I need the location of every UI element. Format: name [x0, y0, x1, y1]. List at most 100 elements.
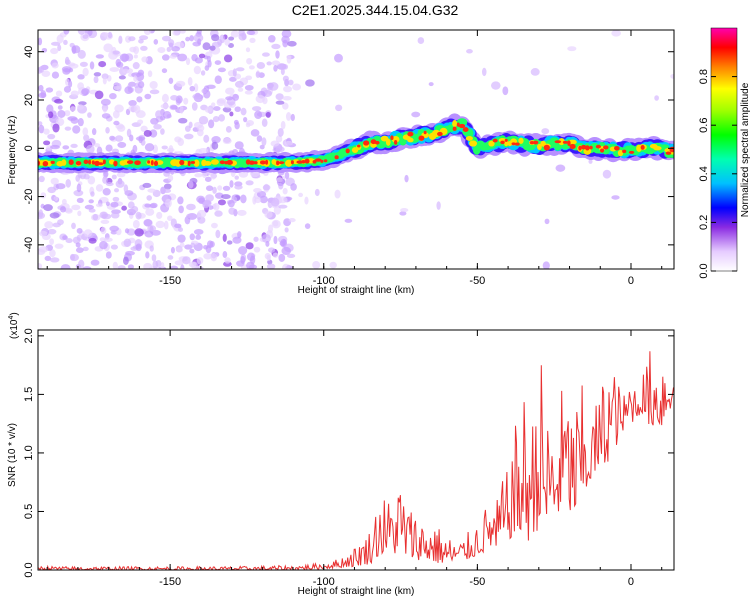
noise-speck	[588, 159, 593, 164]
noise-speck	[261, 233, 271, 243]
noise-speck	[119, 53, 130, 62]
noise-speck	[284, 227, 289, 233]
noise-speck	[53, 196, 59, 201]
noise-speck	[78, 259, 85, 269]
noise-speck	[138, 35, 149, 41]
noise-speck	[282, 64, 289, 70]
noise-speck	[245, 47, 251, 53]
noise-speck	[147, 225, 157, 233]
noise-speck	[144, 230, 154, 238]
noise-speck	[72, 236, 81, 244]
spectrogram-x-tick-label: -100	[313, 275, 335, 287]
noise-speck	[555, 164, 566, 172]
noise-speck	[248, 264, 258, 269]
noise-speck	[218, 114, 225, 122]
noise-speck	[214, 75, 222, 84]
noise-speck	[244, 90, 253, 95]
ridge-blob	[211, 159, 219, 165]
ridge-blob	[276, 160, 280, 166]
noise-speck	[40, 192, 47, 199]
noise-speck	[123, 256, 129, 265]
ridge-blob	[617, 149, 624, 157]
snr-x-label: Height of straight line (km)	[298, 586, 415, 597]
colorbar-tick-label: 0.2	[698, 215, 710, 230]
noise-speck	[129, 134, 134, 142]
noise-speck	[82, 67, 89, 77]
noise-speck	[182, 256, 191, 265]
noise-speck	[117, 141, 127, 149]
noise-speck	[82, 246, 89, 252]
noise-speck	[163, 183, 172, 190]
noise-speck	[153, 123, 162, 130]
noise-speck	[123, 238, 132, 248]
noise-speck	[75, 247, 84, 254]
noise-speck	[210, 253, 218, 262]
snr-plot-area	[38, 330, 674, 570]
noise-speck	[186, 213, 193, 219]
noise-speck	[162, 110, 172, 119]
noise-speck	[101, 73, 109, 80]
spectrogram-x-tick-label: -150	[159, 275, 181, 287]
noise-speck	[281, 30, 292, 38]
noise-speck	[124, 228, 130, 234]
noise-speck	[198, 53, 206, 59]
noise-speck	[255, 71, 261, 78]
noise-speck	[118, 75, 126, 80]
noise-speck	[113, 85, 121, 91]
ridge-blob	[558, 138, 565, 146]
ridge-blob	[75, 161, 82, 166]
ridge-blob	[97, 162, 104, 166]
noise-speck	[38, 175, 45, 183]
noise-speck	[110, 244, 118, 250]
noise-speck	[77, 30, 86, 35]
noise-speck	[70, 253, 79, 262]
noise-speck	[161, 35, 171, 42]
noise-speck	[232, 236, 242, 244]
noise-speck	[65, 208, 73, 214]
noise-speck	[55, 90, 63, 97]
noise-speck	[196, 257, 204, 265]
noise-speck	[150, 202, 158, 209]
noise-speck	[253, 236, 259, 242]
noise-speck	[288, 217, 296, 223]
noise-speck	[169, 54, 177, 59]
noise-speck	[49, 257, 60, 263]
noise-speck	[63, 85, 72, 93]
noise-speck	[227, 199, 235, 208]
noise-speck	[171, 46, 181, 52]
noise-speck	[43, 204, 53, 212]
spectrogram-y-axis: -40 -20 0 20 40	[23, 46, 674, 253]
noise-speck	[252, 195, 257, 205]
noise-speck	[240, 194, 247, 204]
noise-speck	[91, 128, 97, 136]
noise-speck	[283, 85, 293, 93]
noise-speck	[83, 229, 93, 237]
ridge-blob	[585, 145, 590, 151]
noise-speck	[184, 244, 193, 250]
noise-speck	[113, 120, 120, 126]
noise-speck	[189, 248, 195, 254]
noise-speck	[188, 180, 194, 189]
noise-speck	[200, 70, 206, 76]
noise-speck	[481, 67, 487, 77]
noise-speck	[95, 184, 104, 192]
ridge-blob	[374, 140, 380, 145]
ridge-blob	[68, 159, 74, 166]
spectrogram-y-tick-label: 0	[23, 145, 35, 151]
noise-speck	[84, 204, 94, 210]
noise-speck	[234, 80, 244, 88]
noise-speck	[170, 95, 179, 101]
noise-speck	[100, 226, 107, 235]
colorbar-tick-label: 0.0	[698, 263, 710, 278]
noise-speck	[71, 204, 81, 211]
noise-speck	[107, 31, 113, 39]
noise-speck	[137, 119, 144, 125]
noise-speck	[39, 230, 48, 237]
noise-speck	[225, 87, 235, 95]
noise-speck	[116, 172, 126, 178]
noise-speck	[65, 238, 73, 244]
noise-speck	[284, 171, 290, 180]
noise-speck	[285, 112, 292, 121]
noise-speck	[79, 61, 88, 67]
noise-speck	[205, 185, 214, 192]
